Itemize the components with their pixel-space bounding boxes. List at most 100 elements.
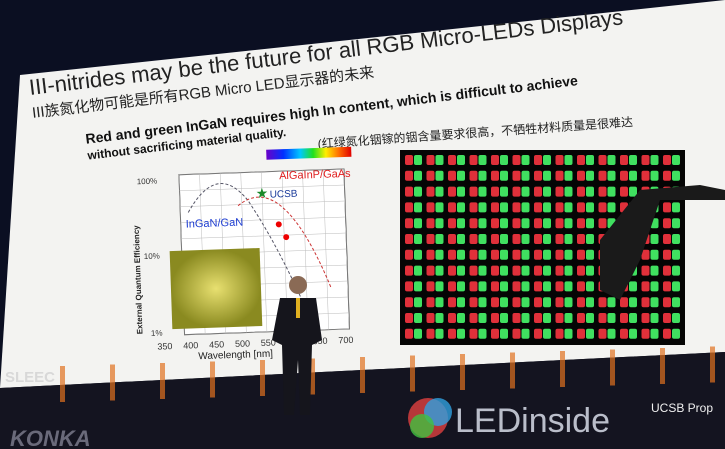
- led-green: [478, 234, 487, 244]
- y-axis-label: External Quantum Efficiency: [132, 225, 145, 335]
- led-red: [491, 328, 499, 339]
- led-red: [534, 186, 542, 197]
- led-green: [607, 202, 616, 213]
- led-red: [491, 202, 499, 213]
- stage-light: [560, 351, 565, 387]
- led-red: [448, 265, 456, 276]
- led-red: [512, 170, 521, 181]
- led-red: [663, 202, 671, 213]
- led-green: [478, 281, 487, 292]
- led-red: [555, 218, 564, 229]
- led-green: [500, 202, 508, 213]
- stage-light: [310, 358, 315, 395]
- led-green: [414, 186, 422, 197]
- x-tick-label: 550: [261, 338, 276, 349]
- led-red: [534, 218, 542, 229]
- led-green: [629, 170, 637, 181]
- led-green: [414, 297, 422, 308]
- led-green: [457, 170, 465, 181]
- led-green: [672, 328, 680, 339]
- stage-lights: [60, 346, 715, 402]
- led-red: [491, 186, 499, 197]
- led-red: [598, 155, 607, 165]
- led-green: [607, 186, 616, 197]
- led-green: [586, 202, 594, 213]
- led-green: [607, 297, 616, 308]
- ledinside-logo: LEDinside: [408, 398, 610, 440]
- plot-grid: [178, 168, 350, 335]
- led-green: [543, 170, 551, 181]
- grid-line: [180, 200, 346, 208]
- stage-light: [660, 348, 665, 384]
- led-green: [629, 297, 637, 308]
- led-red: [512, 234, 521, 244]
- led-green: [521, 234, 530, 244]
- led-red: [598, 218, 607, 229]
- led-green: [543, 297, 551, 308]
- led-green: [629, 281, 637, 292]
- led-red: [555, 155, 564, 165]
- led-red: [555, 313, 564, 323]
- led-green: [543, 202, 551, 213]
- led-red: [641, 155, 650, 165]
- led-red: [426, 313, 435, 323]
- led-red: [469, 170, 478, 181]
- led-green: [457, 313, 465, 323]
- led-green: [672, 234, 680, 244]
- led-red: [555, 170, 564, 181]
- y-tick-label: 100%: [137, 177, 158, 187]
- led-red: [512, 265, 521, 276]
- led-red: [405, 186, 413, 197]
- camera-crane: [600, 185, 725, 300]
- speaker: [272, 276, 322, 415]
- led-red: [426, 170, 435, 181]
- led-green: [650, 155, 659, 165]
- led-green: [435, 249, 444, 260]
- led-green: [650, 234, 659, 244]
- led-red: [405, 265, 413, 276]
- konka-logo: KONKA: [10, 426, 91, 449]
- x-tick-label: 350: [157, 341, 172, 352]
- stage-light: [260, 360, 265, 396]
- led-red: [405, 218, 413, 229]
- led-red: [663, 234, 671, 244]
- led-green: [586, 186, 594, 197]
- led-green: [586, 234, 594, 244]
- led-red: [512, 218, 521, 229]
- led-green: [414, 155, 422, 165]
- led-green: [650, 328, 659, 339]
- led-red: [555, 202, 564, 213]
- led-green: [435, 297, 444, 308]
- led-green: [414, 249, 422, 260]
- led-red: [577, 265, 585, 276]
- led-green: [435, 218, 444, 229]
- led-red: [534, 249, 542, 260]
- led-green: [500, 313, 508, 323]
- led-red: [426, 186, 435, 197]
- led-green: [650, 170, 659, 181]
- led-green: [457, 218, 465, 229]
- led-green: [521, 281, 530, 292]
- led-green: [414, 202, 422, 213]
- led-red: [641, 249, 650, 260]
- led-red: [598, 328, 607, 339]
- led-red: [641, 297, 650, 308]
- led-red: [512, 313, 521, 323]
- led-red: [491, 170, 499, 181]
- led-green: [629, 313, 637, 323]
- led-green: [543, 249, 551, 260]
- led-green: [521, 218, 530, 229]
- led-red: [512, 155, 521, 165]
- x-tick-label: 400: [183, 340, 198, 351]
- led-green: [478, 313, 487, 323]
- led-green: [435, 186, 444, 197]
- stage-light: [110, 364, 115, 401]
- led-red: [469, 328, 478, 339]
- led-red: [598, 170, 607, 181]
- led-red: [426, 297, 435, 308]
- ucsb-caption: UCSB Prop: [651, 401, 713, 415]
- led-green: [414, 313, 422, 323]
- led-red: [663, 313, 671, 323]
- led-green: [607, 170, 616, 181]
- stage-light: [60, 366, 65, 402]
